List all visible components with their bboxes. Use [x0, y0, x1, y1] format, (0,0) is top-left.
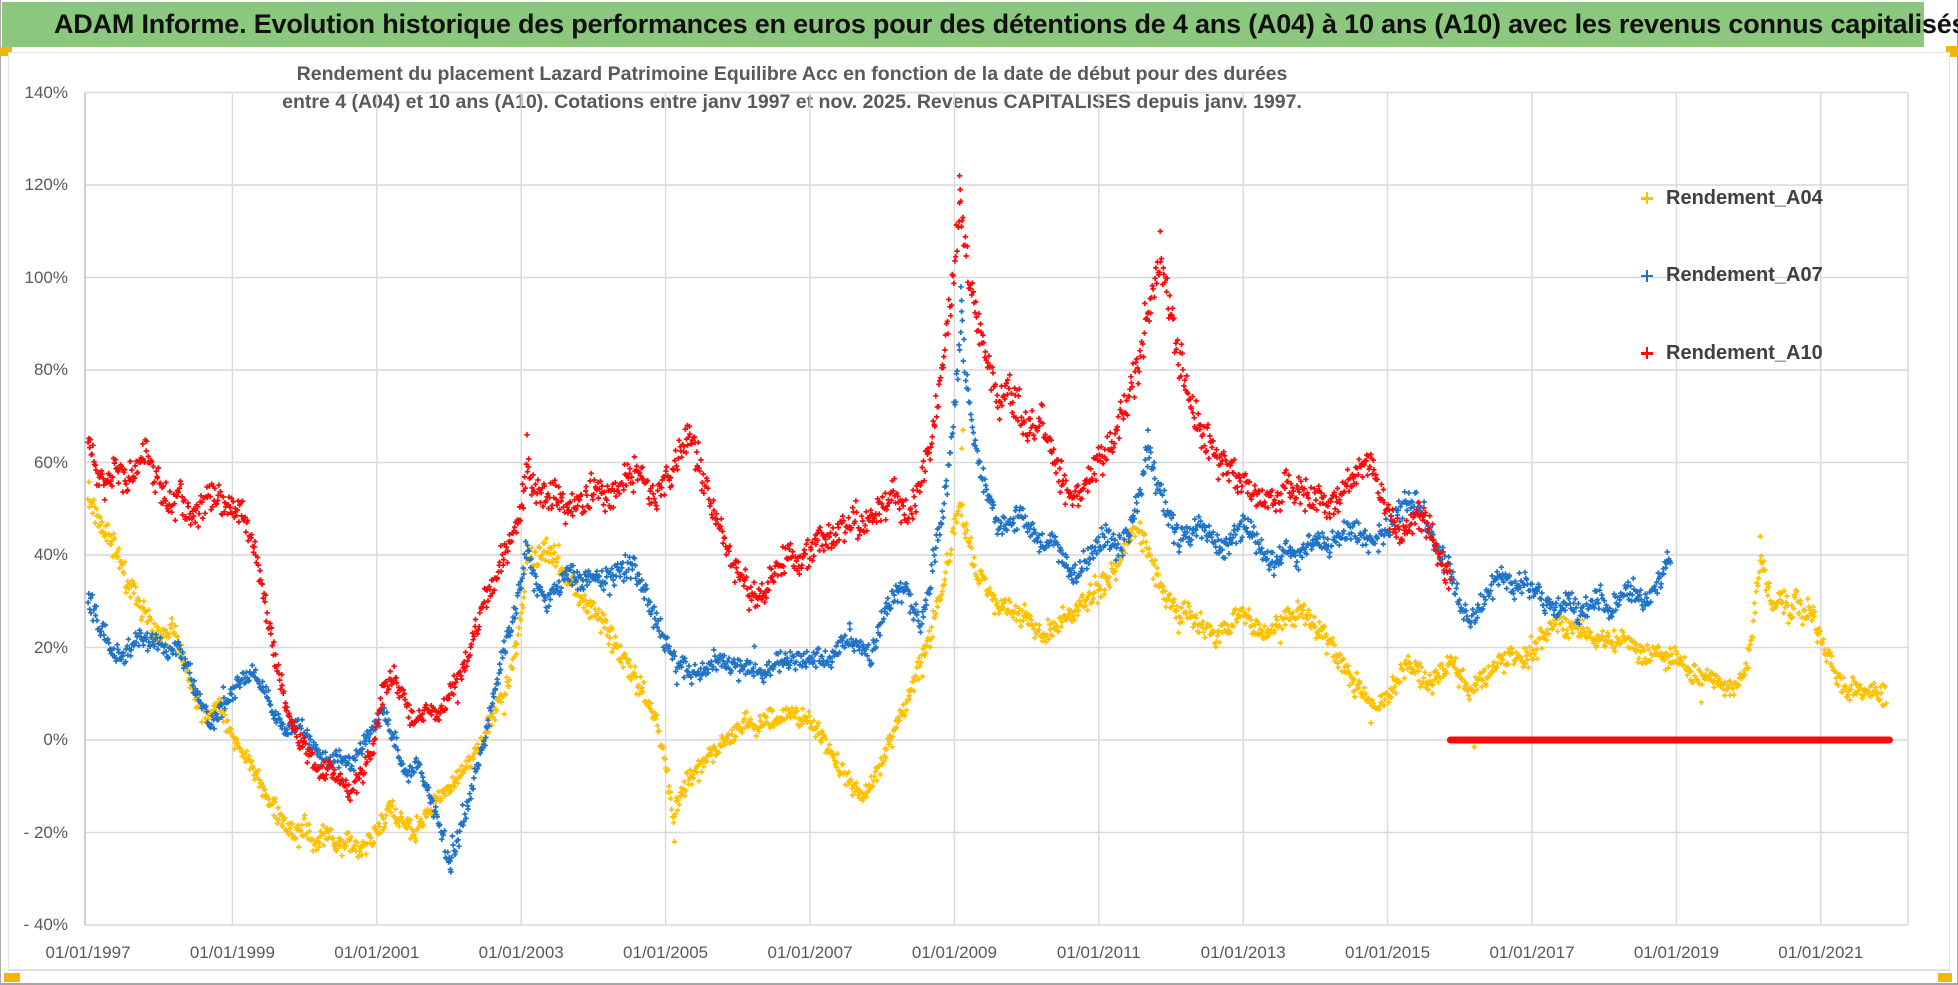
title-banner[interactable]: ADAM Informe. Evolution historique des p…: [2, 2, 1958, 47]
selection-handle-top-right[interactable]: [1946, 46, 1958, 57]
selection-handle-bottom-left[interactable]: [4, 973, 20, 982]
chart-title-line2: entre 4 (A04) et 10 ans (A10). Cotations…: [282, 91, 1302, 113]
legend-item-rendement_a10[interactable]: Rendement_A10: [1640, 338, 1823, 368]
y-tick-label: - 40%: [23, 915, 68, 934]
selection-handle-bottom-right[interactable]: [1938, 973, 1952, 982]
gridlines: [85, 91, 1909, 926]
y-tick-label: 120%: [24, 175, 68, 194]
y-tick-label: - 20%: [23, 822, 68, 842]
y-tick-label: 40%: [33, 545, 68, 564]
series-rendement_a10: [85, 173, 1454, 803]
x-tick-label: 01/01/2013: [1200, 943, 1286, 962]
legend-label: Rendement_A04: [1666, 186, 1823, 209]
x-tick-label: 01/01/2009: [911, 943, 997, 962]
x-tick-label: 01/01/2005: [623, 943, 709, 962]
window-left-border: [0, 0, 1, 985]
chart-area[interactable]: [8, 52, 1950, 970]
plus-marker-icon: [1640, 191, 1654, 205]
legend-item-rendement_a07[interactable]: Rendement_A07: [1640, 261, 1823, 291]
x-tick-label: 01/01/2017: [1489, 943, 1575, 962]
y-tick-label: 140%: [24, 82, 68, 102]
legend-label: Rendement_A10: [1666, 341, 1823, 364]
window-bottom-border: [0, 983, 1958, 985]
y-tick-label: 20%: [33, 637, 68, 657]
x-tick-label: 01/01/2007: [767, 943, 853, 962]
x-tick-label: 01/01/1999: [189, 943, 275, 962]
x-tick-label: 01/01/2003: [478, 943, 564, 962]
legend-label: Rendement_A07: [1666, 264, 1823, 286]
y-tick-label: 80%: [33, 360, 68, 379]
y-tick-label: 0%: [43, 730, 68, 749]
x-tick-label: 01/01/1997: [45, 943, 131, 962]
selection-handle-top-left[interactable]: [0, 47, 12, 56]
banner-title: ADAM Informe. Evolution historique des p…: [54, 9, 1958, 39]
x-tick-label: 01/01/2011: [1056, 943, 1141, 962]
series-rendement_a04: [85, 427, 1889, 860]
y-tick-label: 60%: [33, 452, 68, 472]
plus-marker-icon: [1640, 346, 1654, 360]
y-tick-label: 100%: [24, 267, 68, 287]
chart-title: Rendement du placement Lazard Patrimoine…: [92, 60, 1492, 116]
sheet-bottom-divider: [8, 970, 1950, 971]
plus-marker-icon: [1640, 269, 1654, 283]
x-tick-label: 01/01/2021: [1778, 943, 1864, 962]
legend-item-rendement_a04[interactable]: Rendement_A04: [1640, 183, 1823, 213]
x-tick-label: 01/01/2015: [1345, 943, 1431, 962]
x-tick-label: 01/01/2001: [334, 943, 420, 962]
chart-title-line1: Rendement du placement Lazard Patrimoine…: [296, 63, 1288, 85]
series-rendement_a07: [85, 284, 1674, 875]
x-tick-label: 01/01/2019: [1633, 943, 1719, 962]
